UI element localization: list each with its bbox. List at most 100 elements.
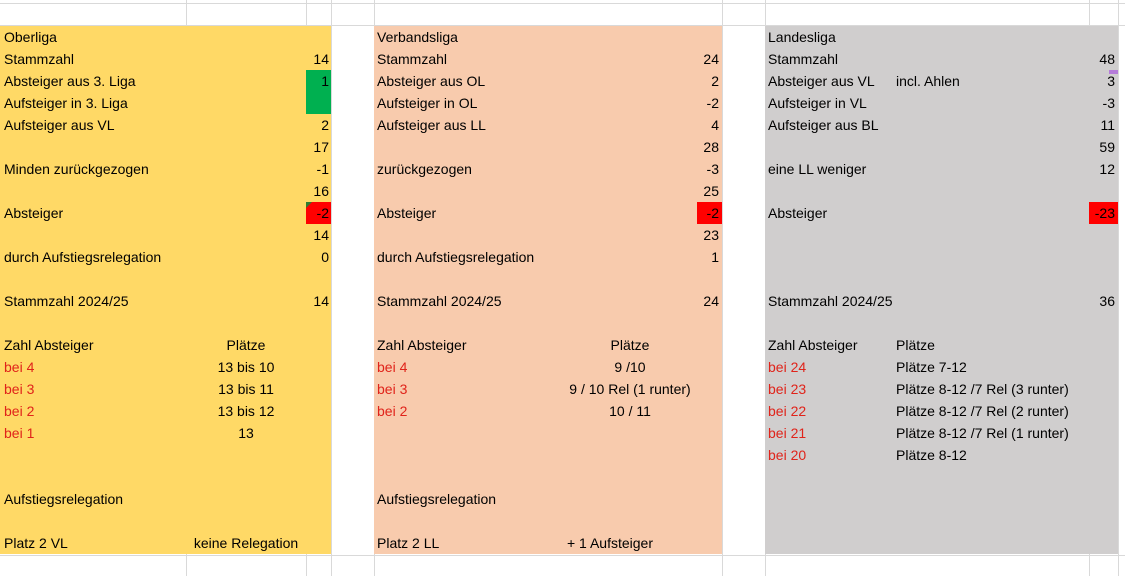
verbandsliga-table-left: bei 2 (377, 403, 408, 419)
landesliga-row-value: -23 (1094, 205, 1115, 221)
verbandsliga-row-value: 24 (703, 293, 719, 309)
oberliga-table-header-right: Plätze (226, 337, 266, 353)
landesliga-table-header-right: Plätze (896, 337, 935, 353)
highlight-green-cell (306, 70, 331, 114)
highlight-red-cell (306, 202, 331, 224)
oberliga-row-label: Absteiger aus 3. Liga (4, 73, 136, 89)
verbandsliga-relegation-title: Aufstiegsrelegation (377, 491, 497, 507)
oberliga-row-value: 17 (313, 139, 329, 155)
comment-marker-icon (306, 202, 312, 208)
landesliga-row-label: Stammzahl (768, 51, 839, 67)
oberliga-row-label: Absteiger (4, 205, 64, 221)
oberliga-row-value: -1 (316, 161, 329, 177)
verbandsliga-table-left: bei 3 (377, 381, 408, 397)
oberliga-row-label: Stammzahl 2024/25 (4, 293, 129, 309)
oberliga-relegation-right: keine Relegation (193, 535, 299, 551)
landesliga-title: Landesliga (768, 29, 836, 45)
comment-marker-icon (1109, 70, 1118, 74)
landesliga-table-left: bei 24 (768, 359, 807, 375)
oberliga-row-label: durch Aufstiegsrelegation (4, 249, 162, 265)
oberliga-row-value: 0 (321, 249, 329, 265)
oberliga-table-right: 13 bis 12 (217, 403, 275, 419)
verbandsliga-row-value: 2 (711, 73, 719, 89)
verbandsliga-row-label: zurückgezogen (377, 161, 472, 177)
oberliga-row-label: Stammzahl (4, 51, 75, 67)
verbandsliga-row-value: -3 (706, 161, 719, 177)
landesliga-table-right: Plätze 8-12 /7 Rel (1 runter) (896, 425, 1069, 441)
verbandsliga-row-value: 23 (703, 227, 719, 243)
oberliga-row-label: Aufsteiger in 3. Liga (4, 95, 128, 111)
landesliga-row-label: Absteiger (768, 205, 828, 221)
landesliga-row-label: eine LL weniger (768, 161, 867, 177)
oberliga-panel (0, 26, 331, 554)
verbandsliga-row-label: Stammzahl 2024/25 (377, 293, 502, 309)
oberliga-row-label: Minden zurückgezogen (4, 161, 149, 177)
oberliga-row-value: 16 (313, 183, 329, 199)
verbandsliga-row-label: Absteiger (377, 205, 437, 221)
landesliga-row-label: Stammzahl 2024/25 (768, 293, 893, 309)
oberliga-row-value: 14 (313, 227, 329, 243)
oberliga-table-left: bei 1 (4, 425, 35, 441)
landesliga-row-note: incl. Ahlen (896, 73, 960, 89)
landesliga-row-value: 3 (1107, 73, 1115, 89)
verbandsliga-row-value: 4 (711, 117, 719, 133)
landesliga-table-left: bei 21 (768, 425, 807, 441)
landesliga-table-right: Plätze 7-12 (896, 359, 967, 375)
verbandsliga-row-value: 28 (703, 139, 719, 155)
verbandsliga-relegation-right: + 1 Aufsteiger (566, 535, 653, 551)
oberliga-table-right: 13 (238, 425, 254, 441)
verbandsliga-row-label: Absteiger aus OL (377, 73, 486, 89)
landesliga-table-left: bei 23 (768, 381, 807, 397)
verbandsliga-row-value: 25 (703, 183, 719, 199)
verbandsliga-panel (374, 26, 722, 554)
oberliga-row-value: 1 (321, 73, 329, 89)
landesliga-row-value: 48 (1099, 51, 1115, 67)
landesliga-row-value: 59 (1099, 139, 1115, 155)
landesliga-table-left: bei 22 (768, 403, 807, 419)
verbandsliga-row-label: durch Aufstiegsrelegation (377, 249, 535, 265)
landesliga-row-value: 12 (1099, 161, 1115, 177)
oberliga-table-left: bei 3 (4, 381, 35, 397)
verbandsliga-title: Verbandsliga (377, 29, 458, 45)
landesliga-table-right: Plätze 8-12 /7 Rel (3 runter) (896, 381, 1069, 397)
verbandsliga-row-value: 1 (711, 249, 719, 265)
landesliga-table-left: bei 20 (768, 447, 807, 463)
oberliga-table-left: bei 4 (4, 359, 35, 375)
verbandsliga-table-header-left: Zahl Absteiger (377, 337, 467, 353)
verbandsliga-table-right: 9 /10 (614, 359, 646, 375)
oberliga-table-right: 13 bis 10 (217, 359, 275, 375)
verbandsliga-table-right: 9 / 10 Rel (1 runter) (569, 381, 691, 397)
landesliga-panel (765, 26, 1118, 554)
verbandsliga-row-label: Stammzahl (377, 51, 448, 67)
oberliga-title: Oberliga (4, 29, 57, 45)
landesliga-row-label: Absteiger aus VL (768, 73, 875, 89)
highlight-red-cell (1089, 202, 1118, 224)
oberliga-row-value: 14 (313, 51, 329, 67)
landesliga-row-value: 36 (1099, 293, 1115, 309)
oberliga-table-header-left: Zahl Absteiger (4, 337, 94, 353)
landesliga-table-right: Plätze 8-12 /7 Rel (2 runter) (896, 403, 1069, 419)
oberliga-row-value: 2 (321, 117, 329, 133)
landesliga-row-value: -3 (1102, 95, 1115, 111)
verbandsliga-row-value: 24 (703, 51, 719, 67)
verbandsliga-row-value: -2 (706, 205, 719, 221)
oberliga-row-value: 14 (313, 293, 329, 309)
verbandsliga-table-right: 10 / 11 (609, 403, 651, 419)
highlight-red-cell (697, 202, 722, 224)
oberliga-row-value: -2 (316, 205, 329, 221)
oberliga-table-left: bei 2 (4, 403, 35, 419)
verbandsliga-row-label: Aufsteiger in OL (377, 95, 478, 111)
landesliga-row-label: Aufsteiger aus BL (768, 117, 879, 133)
verbandsliga-table-left: bei 4 (377, 359, 408, 375)
verbandsliga-table-header-right: Plätze (610, 337, 650, 353)
oberliga-table-right: 13 bis 11 (218, 381, 274, 397)
landesliga-row-label: Aufsteiger in VL (768, 95, 867, 111)
landesliga-table-header-left: Zahl Absteiger (768, 337, 858, 353)
oberliga-relegation-title: Aufstiegsrelegation (4, 491, 124, 507)
verbandsliga-relegation-left: Platz 2 LL (377, 535, 440, 551)
landesliga-row-value: 11 (1100, 117, 1115, 133)
oberliga-row-label: Aufsteiger aus VL (4, 117, 115, 133)
verbandsliga-row-label: Aufsteiger aus LL (377, 117, 486, 133)
landesliga-table-right: Plätze 8-12 (896, 447, 967, 463)
verbandsliga-row-value: -2 (706, 95, 719, 111)
